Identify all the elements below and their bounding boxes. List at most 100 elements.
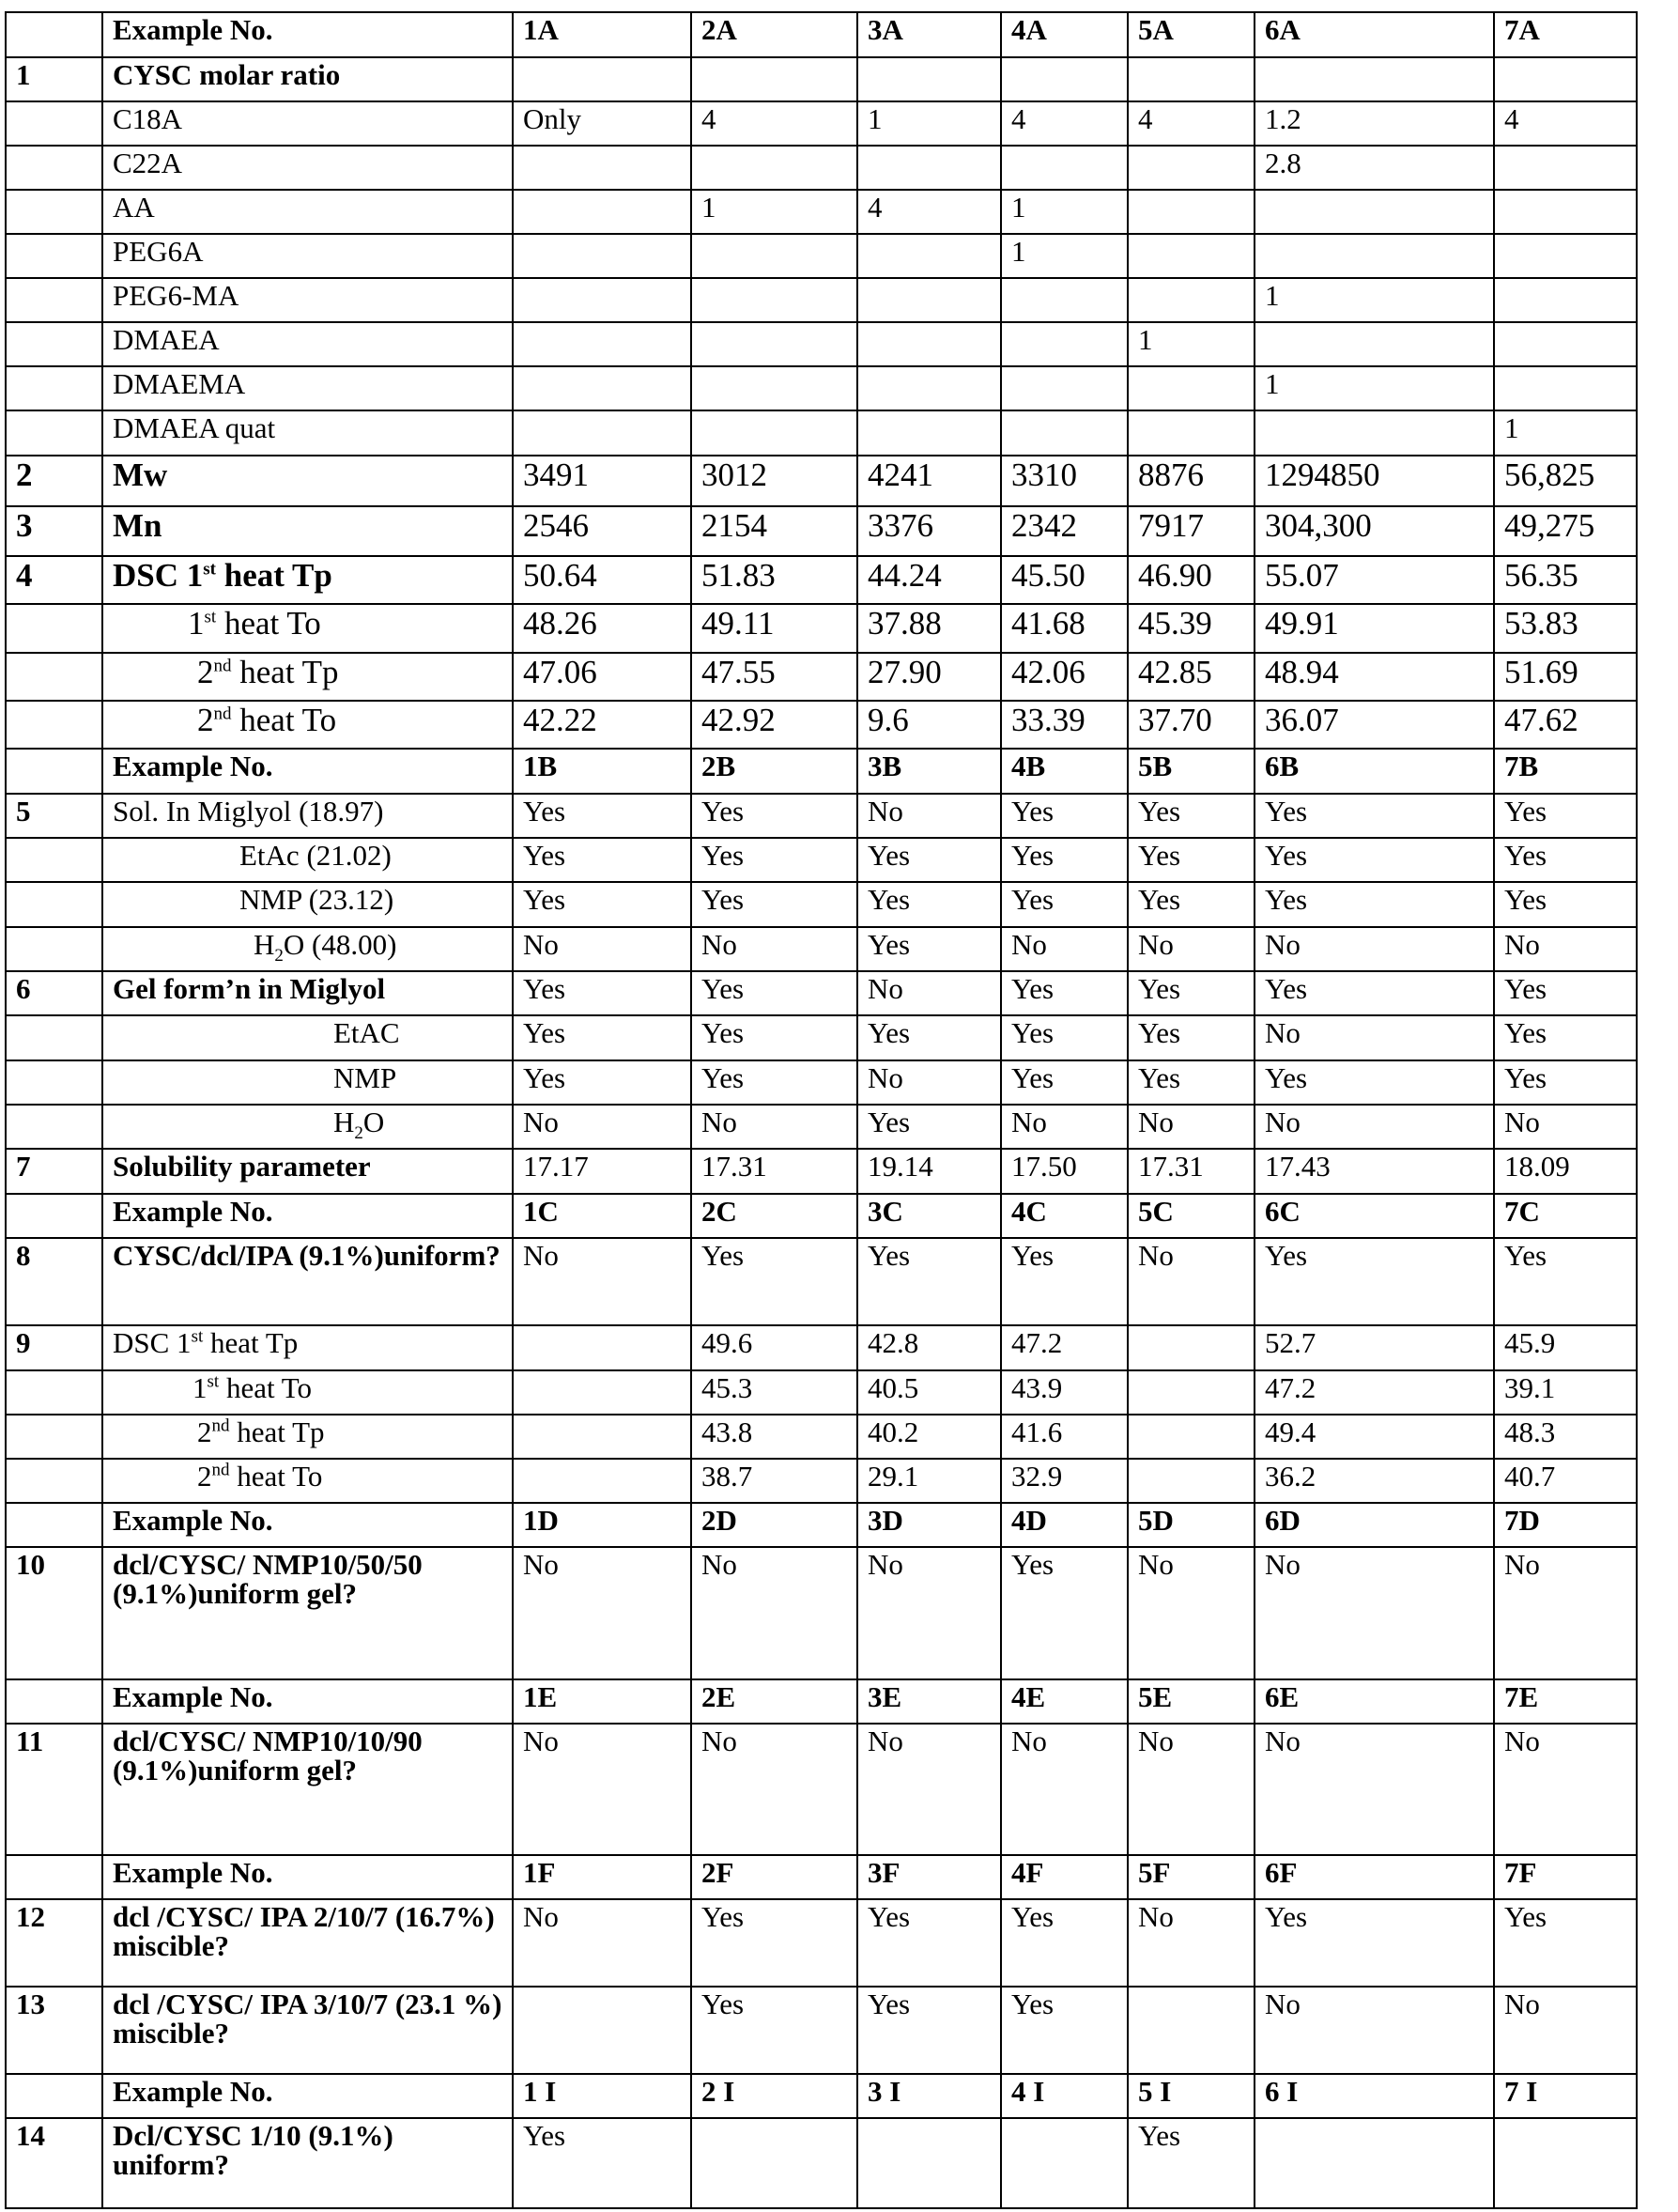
- table-row: 2Mw34913012424133108876129485056,825: [6, 456, 1637, 506]
- table-row: 12dcl /CYSC/ IPA 2/10/7 (16.7%) miscible…: [6, 1899, 1637, 1987]
- table-cell: 49.6: [691, 1325, 857, 1370]
- table-cell: 33.39: [1001, 701, 1128, 749]
- row-number: [6, 146, 102, 190]
- table-cell: [691, 57, 857, 101]
- table-cell: 6 I: [1255, 2074, 1494, 2118]
- row-number: [6, 2074, 102, 2118]
- row-label: AA: [102, 190, 513, 234]
- table-cell: 1: [1255, 278, 1494, 322]
- table-cell: 7F: [1494, 1855, 1637, 1899]
- table-cell: Yes: [1494, 794, 1637, 838]
- row-label: NMP: [102, 1060, 513, 1105]
- table-cell: [1128, 1415, 1255, 1459]
- row-number: 14: [6, 2118, 102, 2208]
- row-number: 9: [6, 1325, 102, 1370]
- label-superscript: st: [192, 1327, 204, 1347]
- label-text: Solubility parameter: [113, 1150, 371, 1183]
- label-text: PEG6-MA: [113, 279, 239, 312]
- row-number: [6, 12, 102, 57]
- table-row: DMAEMA1: [6, 366, 1637, 410]
- row-label: Sol. In Miglyol (18.97): [102, 794, 513, 838]
- row-number: 2: [6, 456, 102, 506]
- row-label: Example No.: [102, 1855, 513, 1899]
- table-cell: 7B: [1494, 749, 1637, 794]
- table-cell: 1.2: [1255, 101, 1494, 146]
- table-cell: 48.94: [1255, 653, 1494, 701]
- table-cell: 4: [1001, 101, 1128, 146]
- table-cell: Yes: [1494, 882, 1637, 927]
- label-superscript: st: [205, 607, 217, 626]
- table-cell: [513, 1325, 691, 1370]
- table-cell: Yes: [691, 1987, 857, 2074]
- row-number: 10: [6, 1547, 102, 1679]
- table-cell: 38.7: [691, 1459, 857, 1503]
- table-cell: 36.07: [1255, 701, 1494, 749]
- label-tail: heat To: [230, 1460, 323, 1493]
- table-cell: No: [857, 1547, 1001, 1679]
- label-tail: heat To: [219, 1371, 312, 1404]
- table-cell: 3491: [513, 456, 691, 506]
- table-row: 1st heat To45.340.543.947.239.1: [6, 1370, 1637, 1415]
- label-text: H: [333, 1106, 354, 1138]
- table-cell: 1: [1001, 234, 1128, 278]
- label-tail: O (48.00): [284, 928, 397, 961]
- table-cell: 47.06: [513, 653, 691, 701]
- label-text: DSC 1: [113, 557, 203, 594]
- row-number: [6, 190, 102, 234]
- table-cell: [1001, 410, 1128, 456]
- table-cell: Yes: [1255, 794, 1494, 838]
- label-text: Mn: [113, 507, 162, 544]
- table-cell: Yes: [1255, 1238, 1494, 1325]
- table-cell: 40.2: [857, 1415, 1001, 1459]
- table-cell: [1494, 2118, 1637, 2208]
- table-cell: [857, 2118, 1001, 2208]
- row-label: Gel form’n in Miglyol: [102, 971, 513, 1015]
- table-cell: 4F: [1001, 1855, 1128, 1899]
- table-cell: No: [1001, 927, 1128, 971]
- row-number: [6, 838, 102, 882]
- table-row: C18AOnly41441.24: [6, 101, 1637, 146]
- table-cell: 7A: [1494, 12, 1637, 57]
- table-cell: [1128, 366, 1255, 410]
- table-row: EtACYesYesYesYesYesNoYes: [6, 1015, 1637, 1060]
- table-row: 10dcl/CYSC/ NMP10/50/50 (9.1%)uniform ge…: [6, 1547, 1637, 1679]
- table-cell: 2546: [513, 506, 691, 556]
- table-cell: 7917: [1128, 506, 1255, 556]
- row-label: 1st heat To: [102, 1370, 513, 1415]
- table-cell: Yes: [1001, 838, 1128, 882]
- row-number: [6, 1503, 102, 1547]
- table-cell: 7 I: [1494, 2074, 1637, 2118]
- row-number: 4: [6, 556, 102, 604]
- table-cell: Yes: [513, 2118, 691, 2208]
- row-number: [6, 410, 102, 456]
- table-cell: Yes: [857, 1238, 1001, 1325]
- table-cell: No: [513, 1547, 691, 1679]
- table-cell: Yes: [1255, 1899, 1494, 1987]
- row-number: 8: [6, 1238, 102, 1325]
- table-cell: 1: [1001, 190, 1128, 234]
- table-row: PEG6-MA 1: [6, 278, 1637, 322]
- label-text: CYSC/dcl/IPA (9.1%)uniform?: [113, 1239, 500, 1272]
- table-cell: 45.9: [1494, 1325, 1637, 1370]
- table-cell: [1255, 322, 1494, 366]
- row-label: dcl /CYSC/ IPA 2/10/7 (16.7%) miscible?: [102, 1899, 513, 1987]
- table-cell: Yes: [1001, 1987, 1128, 2074]
- table-cell: 29.1: [857, 1459, 1001, 1503]
- table-cell: 40.7: [1494, 1459, 1637, 1503]
- table-cell: No: [1255, 927, 1494, 971]
- table-cell: 49.11: [691, 604, 857, 653]
- table-cell: 9.6: [857, 701, 1001, 749]
- table-cell: 1E: [513, 1679, 691, 1724]
- table-cell: 27.90: [857, 653, 1001, 701]
- table-cell: [513, 410, 691, 456]
- table-cell: 3376: [857, 506, 1001, 556]
- table-cell: Yes: [857, 882, 1001, 927]
- table-cell: Yes: [1001, 1238, 1128, 1325]
- table-cell: Yes: [1494, 838, 1637, 882]
- table-cell: 2C: [691, 1194, 857, 1238]
- label-tail: heat Tp: [230, 1415, 325, 1448]
- row-label: Example No.: [102, 1194, 513, 1238]
- table-row: 14Dcl/CYSC 1/10 (9.1%) uniform?YesYes: [6, 2118, 1637, 2208]
- table-cell: 45.39: [1128, 604, 1255, 653]
- label-text: Example No.: [113, 1195, 273, 1228]
